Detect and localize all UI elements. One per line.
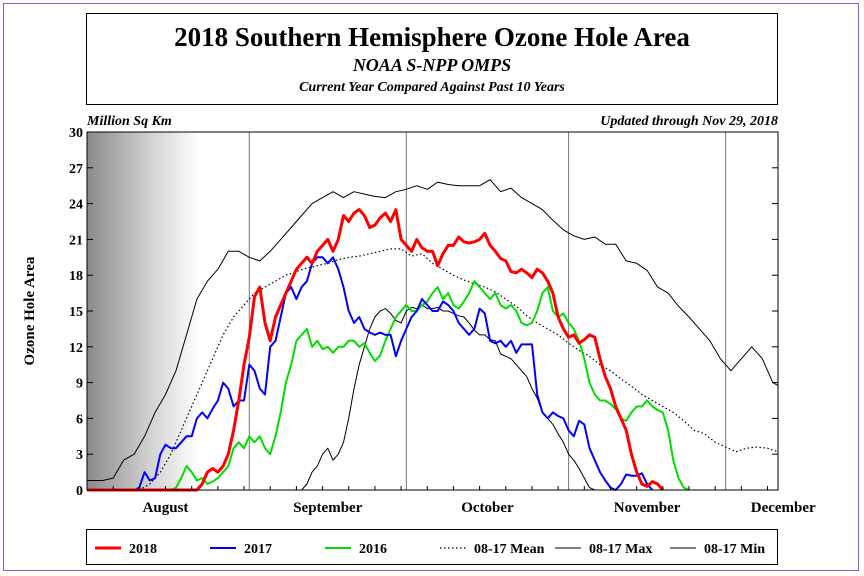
month-label: November: [614, 500, 681, 516]
grid-lines: [248, 132, 727, 490]
y-tick-label: 24: [69, 198, 83, 213]
legend-label: 08-17 Max: [589, 542, 652, 557]
polar-night-shading: [87, 132, 199, 490]
y-tick-label: 12: [69, 341, 83, 356]
legend-label: 2017: [244, 542, 272, 557]
y-tick-label: 6: [76, 412, 83, 427]
chart-title: 2018 Southern Hemisphere Ozone Hole Area: [174, 22, 690, 52]
legend-label: 2016: [359, 542, 387, 557]
y-tick-label: 0: [76, 484, 83, 499]
axes: 0 3 6 9 12 15 18 21 24 27 30 August September October…: [69, 126, 816, 516]
month-label: September: [293, 500, 362, 516]
chart-subsubtitle: Current Year Compared Against Past 10 Ye…: [299, 80, 565, 95]
chart-subtitle: NOAA S-NPP OMPS: [352, 55, 512, 75]
series-line-08-17-mean: [87, 248, 778, 491]
y-tick-label: 21: [69, 233, 83, 248]
y-axis-label: Ozone Hole Area: [22, 256, 38, 365]
y-tick-label: 18: [69, 269, 83, 284]
month-label: December: [751, 500, 816, 516]
month-label: October: [461, 500, 514, 516]
legend: 2018 2017 2016 08-17 Mean 08-17 Max 08-17 Min: [86, 529, 778, 565]
unit-label: Million Sq Km: [87, 114, 172, 129]
y-tick-label: 3: [76, 448, 83, 463]
updated-label: Updated through Nov 29, 2018: [600, 114, 778, 129]
y-tick-label: 27: [69, 162, 83, 177]
series-line-08-17-max: [87, 179, 778, 481]
legend-label: 08-17 Min: [704, 542, 765, 557]
y-tick-label: 9: [76, 377, 83, 392]
y-tick-label: 15: [69, 305, 83, 320]
series-lines: [87, 179, 778, 492]
legend-label: 08-17 Mean: [474, 542, 545, 557]
series-line-2016: [87, 280, 690, 491]
outer-border: [3, 3, 859, 571]
y-tick-label: 30: [69, 126, 83, 141]
title-box: 2018 Southern Hemisphere Ozone Hole Area…: [86, 13, 778, 105]
month-label: August: [143, 500, 189, 516]
series-line-2017: [87, 256, 654, 491]
legend-label: 2018: [129, 542, 157, 557]
series-line-2018: [87, 208, 664, 492]
